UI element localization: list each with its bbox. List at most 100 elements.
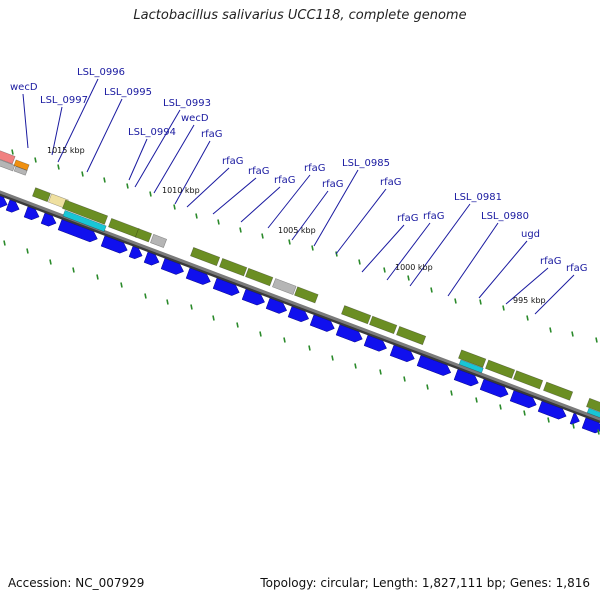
scale-label: 1005 kbp	[278, 226, 316, 235]
gene-label-leader	[128, 138, 148, 181]
accession-text: Accession: NC_007929	[8, 576, 145, 590]
cds-track	[0, 195, 600, 434]
tick-mark	[358, 259, 361, 265]
gene-label-leader	[240, 186, 281, 223]
cds-arrow	[453, 369, 479, 387]
tick-mark	[34, 157, 37, 163]
tick-mark	[26, 248, 29, 254]
gene-label: rfaG	[423, 211, 445, 222]
gene-label-leader	[22, 93, 29, 149]
gene-label-leader	[174, 140, 211, 205]
feature-bar	[341, 305, 372, 325]
feature-bar	[13, 165, 28, 176]
gene-labels: wecD LSL_0996 LSL_0997 LSL_0995 LSL_0993 wecD…	[10, 67, 588, 315]
tick-mark	[11, 149, 14, 155]
feature-bar	[219, 258, 248, 277]
gene-label-leader	[57, 78, 99, 163]
tick-mark	[239, 227, 242, 233]
cds-arrow	[100, 235, 128, 254]
feature-bar	[458, 359, 484, 374]
scale-label: 995 kbp	[513, 296, 546, 305]
tick-mark	[236, 322, 239, 328]
scale-label: 1010 kbp	[162, 186, 200, 195]
tick-mark	[502, 305, 505, 311]
gene-label: LSL_0997	[40, 95, 88, 106]
gene-label: LSL_0994	[128, 127, 176, 138]
tick-mark	[72, 267, 75, 273]
tick-mark	[3, 240, 6, 246]
gene-label-leader	[212, 177, 257, 215]
gene-label: LSL_0981	[454, 192, 502, 203]
gene-label: rfaG	[201, 129, 223, 140]
tick-mark	[96, 274, 99, 280]
tick-mark	[523, 410, 526, 416]
feature-bar	[32, 187, 51, 203]
gene-label-leader	[505, 267, 549, 305]
cds-arrow	[335, 324, 363, 343]
cds-arrow	[40, 212, 57, 227]
gene-label: rfaG	[322, 179, 344, 190]
cds-arrow	[241, 288, 265, 306]
gene-label: LSL_0993	[163, 98, 211, 109]
cds-arrow	[479, 378, 509, 398]
cds-arrow	[509, 390, 537, 409]
cds-arrow	[416, 355, 452, 376]
feature-bar	[294, 286, 319, 304]
tick-mark	[57, 164, 60, 170]
tick-mark	[190, 304, 193, 310]
tick-mark	[283, 337, 286, 343]
cds-arrow	[389, 344, 415, 363]
gene-label-leader	[291, 190, 329, 241]
tick-mark	[311, 245, 314, 251]
gene-label: rfaG	[304, 163, 326, 174]
tick-mark	[549, 327, 552, 333]
gene-label-leader	[86, 98, 123, 173]
gene-label-leader	[361, 224, 405, 273]
gene-label: ugd	[521, 229, 540, 240]
gene-label: LSL_0980	[481, 211, 529, 222]
tick-mark	[547, 417, 550, 423]
feature-bar	[586, 407, 600, 419]
gene-label: rfaG	[540, 256, 562, 267]
gene-label: rfaG	[566, 263, 588, 274]
cds-arrow	[160, 258, 184, 275]
scale-labels: 1015 kbp 1010 kbp 1005 kbp 1000 kbp 995 kbp	[47, 146, 546, 305]
tick-mark	[475, 397, 478, 403]
feature-bar	[0, 148, 16, 165]
tick-mark	[308, 345, 311, 351]
gene-label-leader	[335, 188, 387, 255]
tick-mark	[212, 315, 215, 321]
cds-arrow	[143, 251, 160, 266]
feature-bar	[458, 349, 487, 368]
tick-track	[3, 149, 600, 435]
cds-arrow	[5, 199, 20, 213]
tick-mark	[479, 299, 482, 305]
gene-label-leader	[134, 109, 181, 188]
tick-mark	[166, 299, 169, 305]
tick-mark	[261, 233, 264, 239]
gene-label-leader	[267, 174, 311, 229]
tick-mark	[126, 183, 129, 189]
feature-bar	[369, 315, 398, 335]
feature-bar	[150, 233, 168, 249]
cds-arrow	[23, 206, 40, 221]
cds-arrow	[212, 277, 240, 296]
gene-label-leader	[447, 222, 499, 297]
feature-bar	[245, 267, 274, 287]
cds-arrow	[57, 219, 98, 243]
tick-mark	[499, 404, 502, 410]
tick-mark	[383, 267, 386, 273]
gene-label-leader	[186, 167, 230, 208]
feature-bar	[62, 199, 109, 225]
tick-mark	[403, 376, 406, 382]
gene-label: rfaG	[274, 175, 296, 186]
cds-arrow	[287, 306, 310, 323]
map-title: Lactobacillus salivarius UCC118, complet…	[133, 8, 467, 23]
tick-mark	[259, 331, 262, 337]
gene-label-leader	[313, 169, 359, 247]
scale-label: 1000 kbp	[395, 263, 433, 272]
tick-mark	[81, 171, 84, 177]
tick-mark	[379, 369, 382, 375]
gene-label: rfaG	[380, 177, 402, 188]
feature-bar	[586, 397, 600, 415]
